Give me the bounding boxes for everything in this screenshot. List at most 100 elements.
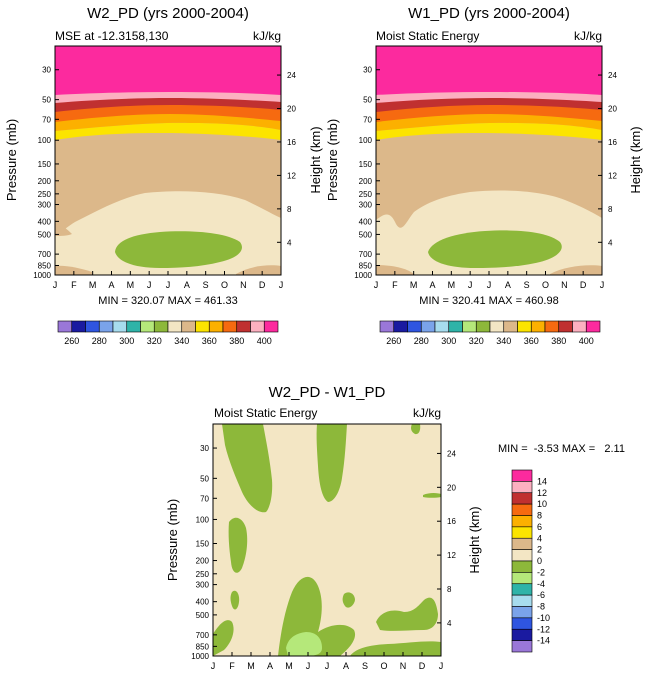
- height-tick-label: 4: [447, 619, 452, 628]
- colorbar-box: [511, 640, 533, 653]
- colorbar-label: 320: [469, 336, 484, 346]
- panel-top-right: W1_PD (yrs 2000-2004) Moist Static Energ…: [325, 5, 643, 346]
- pressure-tick-label: 50: [363, 96, 372, 105]
- y-axis-label: Pressure (mb): [4, 119, 19, 201]
- colorbar-box: [511, 549, 533, 562]
- height-tick-label: 8: [447, 585, 452, 594]
- colorbar-label: 8: [537, 511, 542, 521]
- pressure-tick-label: 200: [38, 177, 52, 186]
- x-tick-label: J: [166, 280, 171, 290]
- colorbar-box: [544, 320, 560, 333]
- contour-region-350-360: [376, 122, 602, 140]
- pressure-tick-label: 850: [196, 642, 210, 651]
- colorbar-box: [511, 594, 533, 607]
- pressure-tick-label: 30: [363, 66, 372, 75]
- pressure-tick-label: 30: [42, 66, 51, 75]
- contour-region-350-360: [55, 122, 281, 140]
- panel-title: W1_PD (yrs 2000-2004): [408, 5, 570, 22]
- colorbar-box: [195, 320, 210, 333]
- pressure-tick-label: 200: [359, 177, 373, 186]
- x-tick-label: J: [306, 661, 311, 671]
- pressure-tick-label: 70: [363, 115, 372, 124]
- pressure-tick-label: 500: [359, 230, 373, 239]
- pressure-tick-label: 400: [196, 598, 210, 607]
- x-tick-label: O: [542, 280, 549, 290]
- colorbar-box: [379, 320, 395, 333]
- colorbar-label: -10: [537, 613, 550, 623]
- colorbar-label: 380: [551, 336, 566, 346]
- pressure-tick-label: 50: [200, 474, 209, 483]
- pressure-tick-label: 250: [196, 570, 210, 579]
- x-tick-label: N: [561, 280, 568, 290]
- pressure-tick-label: 150: [38, 160, 52, 169]
- colorbar-label: 12: [537, 488, 547, 498]
- colorbar-label: 300: [441, 336, 456, 346]
- contour-fill: [55, 46, 281, 275]
- colorbar-box: [511, 617, 533, 630]
- pressure-tick-label: 250: [359, 190, 373, 199]
- pressure-tick-label: 700: [359, 250, 373, 259]
- colorbar-box: [511, 481, 533, 494]
- min-max-label: MIN = 320.41 MAX = 460.98: [419, 295, 558, 307]
- pressure-tick-label: 500: [196, 611, 210, 620]
- colorbar-box: [236, 320, 251, 333]
- colorbar-box: [511, 503, 533, 516]
- pressure-tick-label: 850: [359, 261, 373, 270]
- colorbar-box: [511, 583, 533, 596]
- x-tick-label: M: [89, 280, 97, 290]
- colorbar-label: 380: [229, 336, 244, 346]
- pressure-tick-label: 200: [196, 557, 210, 566]
- colorbar-box: [153, 320, 169, 333]
- colorbar-label: -2: [537, 567, 545, 577]
- height-tick-label: 24: [608, 71, 617, 80]
- pressure-tick-label: 50: [42, 96, 51, 105]
- min-max-label: MIN = -3.53 MAX = 2.11: [498, 443, 625, 455]
- pressure-tick-label: 1000: [191, 652, 209, 661]
- x-tick-label: J: [211, 661, 216, 671]
- height-tick-label: 20: [447, 483, 456, 492]
- colorbar-label: -8: [537, 602, 545, 612]
- pressure-tick-label: 400: [38, 217, 52, 226]
- x-tick-label: A: [429, 280, 435, 290]
- pressure-tick-label: 500: [38, 230, 52, 239]
- x-tick-label: J: [279, 280, 284, 290]
- x-tick-label: N: [240, 280, 247, 290]
- colorbar-box: [112, 320, 128, 333]
- y-axis-height: 4 8 12 16 20 24: [277, 71, 296, 247]
- pressure-tick-label: 700: [196, 631, 210, 640]
- colorbar-box: [503, 320, 518, 333]
- height-tick-label: 4: [287, 238, 292, 247]
- pressure-tick-label: 30: [200, 444, 209, 453]
- pressure-tick-label: 300: [359, 201, 373, 210]
- height-tick-label: 16: [447, 517, 456, 526]
- x-tick-label: N: [400, 661, 407, 671]
- colorbar-label: 400: [579, 336, 594, 346]
- contour-region-neg-g: [342, 592, 355, 608]
- units-string: kJ/kg: [253, 29, 281, 43]
- min-max-label: MIN = 320.07 MAX = 461.33: [98, 295, 237, 307]
- x-tick-label: M: [410, 280, 418, 290]
- contour-region-neg-k: [376, 597, 438, 631]
- contour-region-neg-h: [213, 620, 234, 656]
- units-string: kJ/kg: [413, 406, 441, 420]
- contour-region-surface-left: [55, 265, 92, 275]
- x-tick-label: A: [184, 280, 190, 290]
- colorbar-label: 260: [64, 336, 79, 346]
- x-tick-label: M: [285, 661, 293, 671]
- height-tick-label: 16: [287, 138, 296, 147]
- contour-region-surface-left: [376, 265, 415, 275]
- colorbar-box: [250, 320, 265, 333]
- pressure-tick-label: 100: [359, 136, 373, 145]
- x-tick-label: A: [108, 280, 114, 290]
- x-tick-label: J: [147, 280, 152, 290]
- colorbar-box: [181, 320, 196, 333]
- colorbar-box: [71, 320, 86, 333]
- colorbar-label: 10: [537, 499, 547, 509]
- height-tick-label: 8: [608, 205, 613, 214]
- colorbar-label: 2: [537, 545, 542, 555]
- colorbar-label: 0: [537, 556, 542, 566]
- colorbar-label: 320: [147, 336, 162, 346]
